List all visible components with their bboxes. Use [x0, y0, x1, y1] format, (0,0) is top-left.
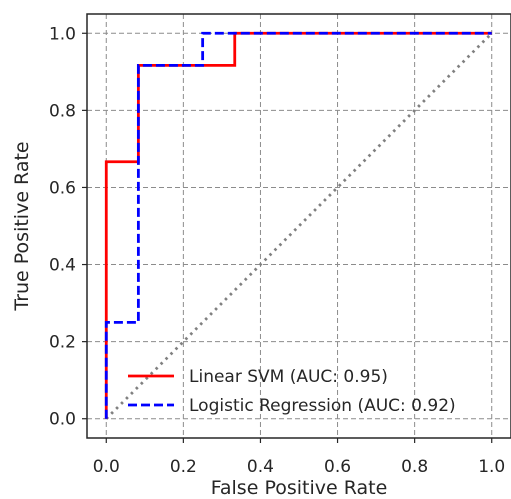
plot-background: [87, 14, 511, 438]
plot-frame: [86, 13, 511, 439]
x-tick-label-1: 0.2: [170, 457, 197, 477]
series-group: [104, 31, 492, 419]
y-tick-label-4: 0.8: [49, 101, 76, 121]
y-tick-label-1: 0.2: [49, 333, 76, 353]
legend: Linear SVM (AUC: 0.95) Logistic Regressio…: [128, 367, 456, 416]
x-tick-label-5: 1.0: [478, 457, 505, 477]
y-tick-label-0: 0.0: [49, 410, 76, 430]
y-ticks: 0.0 0.2 0.4 0.6 0.8 1.0: [49, 24, 87, 430]
x-ticks: 0.0 0.2 0.4 0.6 0.8 1.0: [93, 438, 505, 477]
x-tick-label-0: 0.0: [93, 457, 120, 477]
series-line-1: [104, 31, 492, 419]
x-tick-label-3: 0.6: [324, 457, 351, 477]
x-tick-label-2: 0.4: [247, 457, 274, 477]
legend-label-0: Linear SVM (AUC: 0.95): [189, 367, 388, 387]
y-tick-label-2: 0.4: [49, 256, 76, 276]
x-axis-label: False Positive Rate: [211, 477, 388, 499]
x-tick-label-4: 0.8: [401, 457, 428, 477]
y-tick-label-3: 0.6: [49, 178, 76, 198]
y-axis-label: True Positive Rate: [11, 141, 33, 311]
y-tick-label-5: 1.0: [49, 24, 76, 44]
legend-label-1: Logistic Regression (AUC: 0.92): [189, 396, 456, 416]
